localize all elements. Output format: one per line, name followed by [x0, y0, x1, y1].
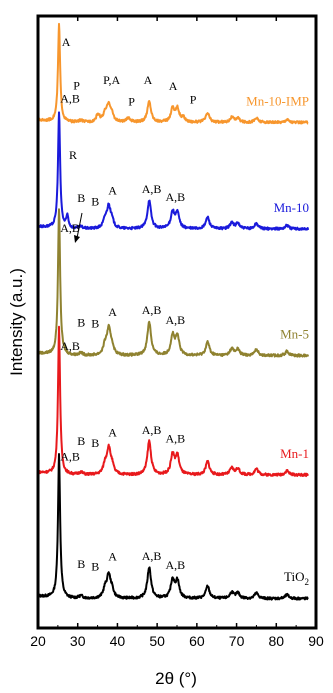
x-tick-label: 40 [110, 633, 126, 649]
peak-label: A,B [166, 558, 186, 572]
series-line-mn-10 [37, 111, 310, 231]
peak-label: A,B [142, 303, 162, 317]
series-line-mn-5 [37, 208, 310, 358]
y-axis-label: Intensity (a.u.) [7, 268, 26, 376]
peak-label: P,A [103, 73, 120, 87]
peak-label: B [77, 434, 85, 448]
peak-label: P [190, 93, 197, 107]
series-line-tio2 [37, 453, 309, 601]
x-axis-ticks: 20 30 40 50 60 70 80 90 [30, 16, 324, 649]
peak-label: A,B [166, 190, 186, 204]
peak-label: B [77, 315, 85, 329]
peak-annotations: A,BB BA A,BA,BA,BB BA A,BA,BA,BB BA A,BA,BA,BR… [60, 35, 197, 574]
peak-label: A [108, 550, 117, 564]
peak-label: P [128, 94, 135, 108]
series-label-mn-1: Mn-1 [280, 446, 309, 461]
r-peak-arrow [76, 212, 83, 239]
x-tick-label: 20 [30, 633, 46, 649]
series-label-tio2: TiO2 [284, 569, 309, 587]
peak-label: R [69, 148, 77, 162]
peak-label: A,B [60, 91, 80, 105]
r-peak-arrowhead [74, 235, 80, 243]
peak-label: B [77, 557, 85, 571]
peak-label: B [91, 195, 99, 209]
series-line-mn-1 [37, 325, 309, 478]
peak-label: A [144, 73, 153, 87]
series-label-mn-5: Mn-5 [280, 327, 309, 342]
series-label-mn-10: Mn-10 [274, 200, 309, 215]
peak-label: A,B [60, 449, 80, 463]
peak-label: A,B [142, 549, 162, 563]
peak-label: A [108, 184, 117, 198]
peak-label: A [62, 35, 71, 49]
series-line-mn-10-imp [37, 22, 309, 125]
peak-label: A [108, 305, 117, 319]
peak-label: A,B [142, 182, 162, 196]
series-labels: TiO2 Mn-1 Mn-5 Mn-10 Mn-10-IMP [246, 93, 309, 587]
peak-label: A,B [60, 221, 80, 235]
peak-label: B [91, 560, 99, 574]
x-axis-label: 2θ (°) [155, 669, 197, 688]
peak-label: B [77, 191, 85, 205]
peak-label: B [91, 317, 99, 331]
x-tick-label: 50 [149, 633, 165, 649]
peak-label: A,B [60, 339, 80, 353]
peak-label: A,B [166, 432, 186, 446]
x-tick-label: 80 [268, 633, 284, 649]
x-tick-label: 70 [229, 633, 245, 649]
x-tick-label: 60 [189, 633, 205, 649]
peak-label: P [73, 78, 80, 92]
series-layer [37, 22, 310, 601]
x-tick-label: 30 [70, 633, 86, 649]
peak-label: A,B [166, 313, 186, 327]
x-tick-label: 90 [308, 633, 324, 649]
peak-label: A,B [142, 423, 162, 437]
peak-label: A [169, 79, 178, 93]
peak-label: B [91, 436, 99, 450]
series-label-mn-10-imp: Mn-10-IMP [246, 93, 309, 108]
peak-label: A [108, 425, 117, 439]
